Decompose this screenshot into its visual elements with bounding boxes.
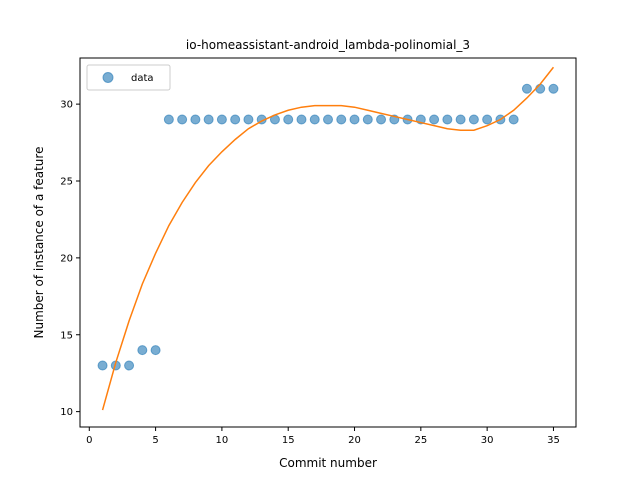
x-tick-label: 25 [414, 435, 427, 446]
data-point [190, 114, 201, 125]
data-point [442, 114, 453, 125]
ticks-layer: 0 5 10 15 20 25 30 35 10 15 20 25 30 [60, 100, 560, 446]
legend-frame [86, 64, 171, 91]
data-point [455, 114, 466, 125]
data-point [243, 114, 254, 125]
data-point [216, 114, 227, 125]
fit-line [101, 66, 555, 411]
data-layer [97, 66, 559, 411]
legend-marker [102, 72, 114, 83]
x-axis-title: Commit number [279, 456, 377, 470]
plot-frame [79, 57, 577, 428]
data-point [97, 360, 108, 371]
data-point [309, 114, 320, 125]
y-axis-title: Number of instance of a feature [32, 147, 46, 339]
data-point [203, 114, 214, 125]
data-point [362, 114, 373, 125]
data-point [150, 345, 161, 356]
data-point [508, 114, 519, 125]
x-tick-label: 10 [216, 435, 229, 446]
data-point [349, 114, 360, 125]
x-tick-label: 35 [547, 435, 560, 446]
plot-area [80, 58, 576, 427]
data-point [429, 114, 440, 125]
data-point [296, 114, 307, 125]
x-tick-label: 30 [481, 435, 494, 446]
y-tick-label: 15 [60, 330, 73, 341]
x-tick-label: 15 [282, 435, 295, 446]
y-tick-label: 20 [60, 253, 73, 264]
legend: data [86, 64, 171, 91]
data-point [283, 114, 294, 125]
y-tick-label: 25 [60, 177, 73, 188]
y-tick-label: 30 [60, 100, 73, 111]
data-point [137, 345, 148, 356]
data-point [230, 114, 241, 125]
legend-label: data [131, 73, 154, 84]
data-point [468, 114, 479, 125]
x-tick-label: 20 [348, 435, 361, 446]
data-point [163, 114, 174, 125]
y-tick-label: 10 [60, 407, 73, 418]
data-point [323, 114, 333, 125]
chart-title: io-homeassistant-android_lambda-polinomi… [186, 38, 470, 52]
data-point [535, 83, 546, 94]
data-point [177, 114, 188, 125]
data-point [124, 360, 135, 371]
data-point [521, 83, 532, 94]
data-point [336, 114, 347, 125]
data-point [376, 114, 387, 125]
data-point [482, 114, 493, 125]
x-tick-label: 0 [86, 435, 92, 446]
x-tick-label: 5 [152, 435, 158, 446]
data-point [548, 83, 559, 94]
